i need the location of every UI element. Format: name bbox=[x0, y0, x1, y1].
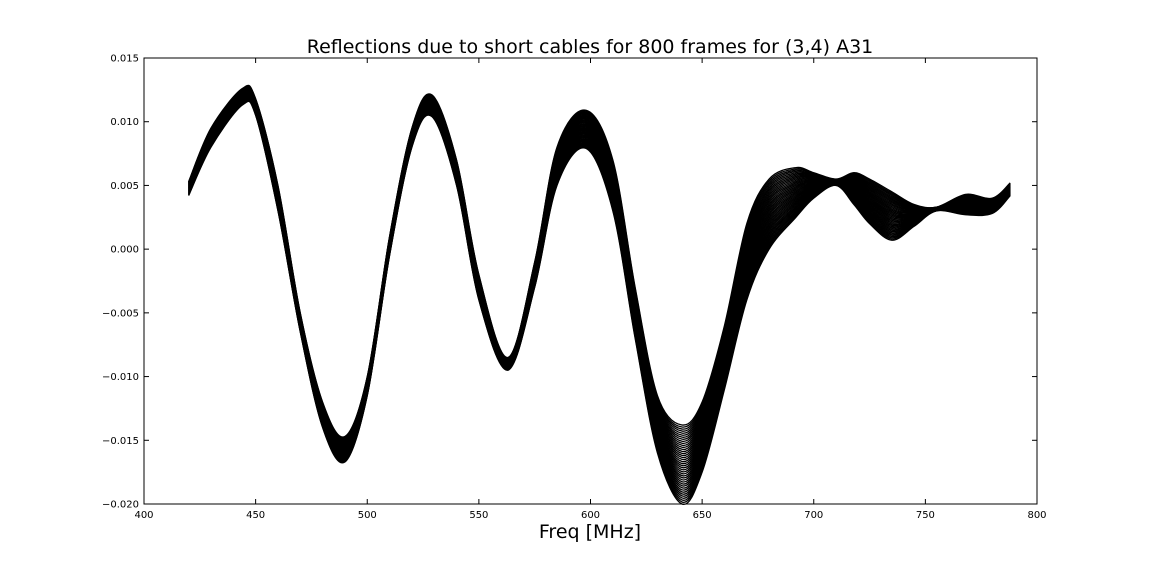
x-tick-label: 400 bbox=[134, 510, 153, 521]
y-tick-label: 0.015 bbox=[110, 54, 139, 65]
x-tick-label: 750 bbox=[916, 510, 935, 521]
axis-ticks: 400 450 500 550 600 650 700 750 800 0.015 0.010 0.0… bbox=[102, 54, 1047, 522]
x-tick-label: 700 bbox=[804, 510, 823, 521]
y-tick-label: −0.015 bbox=[102, 436, 139, 447]
x-tick-label: 450 bbox=[246, 510, 265, 521]
frame-line bbox=[188, 94, 1011, 473]
plot-area bbox=[188, 84, 1011, 505]
x-tick-label: 600 bbox=[581, 510, 600, 521]
x-tick-label: 550 bbox=[469, 510, 488, 521]
y-tick-label: 0.000 bbox=[110, 245, 139, 256]
y-tick-label: −0.020 bbox=[102, 500, 139, 511]
plot-frame bbox=[143, 57, 1038, 505]
y-tick-label: 0.010 bbox=[110, 117, 139, 128]
chart-title: Reflections due to short cables for 800 … bbox=[307, 36, 874, 58]
frame-line bbox=[188, 94, 1011, 475]
x-axis-label: Freq [MHz] bbox=[539, 521, 641, 543]
y-tick-label: −0.005 bbox=[102, 308, 139, 319]
y-tick-label: 0.005 bbox=[110, 181, 139, 192]
frame-line bbox=[188, 84, 1011, 438]
x-tick-label: 500 bbox=[358, 510, 377, 521]
y-tick-label: −0.010 bbox=[102, 372, 139, 383]
x-tick-label: 800 bbox=[1027, 510, 1046, 521]
x-tick-label: 650 bbox=[693, 510, 712, 521]
